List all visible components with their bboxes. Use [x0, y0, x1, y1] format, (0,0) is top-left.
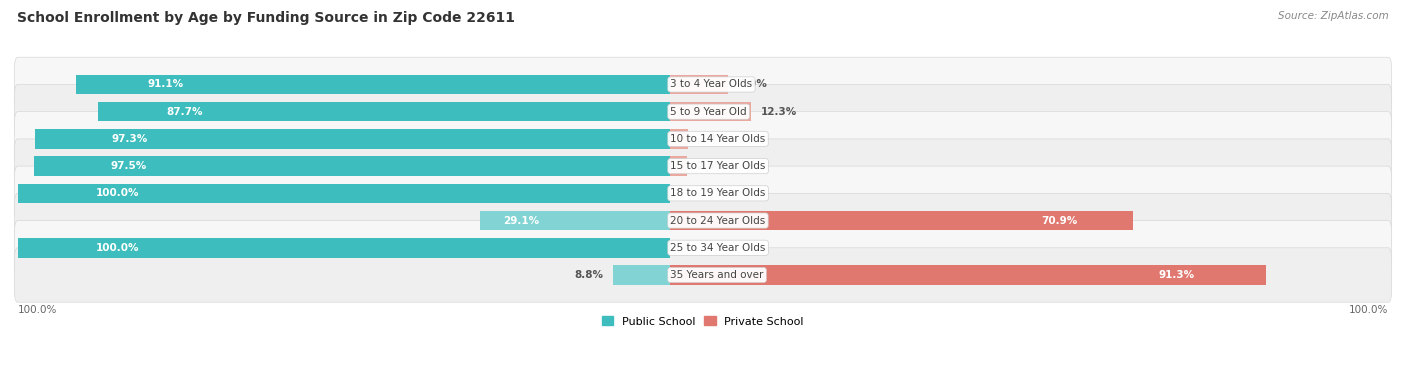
Bar [98, 102, 671, 121]
Text: 10 to 14 Year Olds: 10 to 14 Year Olds [671, 134, 766, 144]
FancyBboxPatch shape [14, 248, 1392, 302]
Text: 100.0%: 100.0% [18, 305, 58, 315]
Bar [671, 102, 751, 121]
Bar [671, 156, 686, 176]
Text: 8.9%: 8.9% [738, 80, 768, 89]
Bar [18, 184, 671, 203]
Text: 18 to 19 Year Olds: 18 to 19 Year Olds [671, 188, 766, 198]
Text: Source: ZipAtlas.com: Source: ZipAtlas.com [1278, 11, 1389, 21]
Text: 3 to 4 Year Olds: 3 to 4 Year Olds [671, 80, 752, 89]
Legend: Public School, Private School: Public School, Private School [598, 312, 808, 331]
Text: 100.0%: 100.0% [96, 243, 139, 253]
Text: 97.5%: 97.5% [110, 161, 146, 171]
Text: 29.1%: 29.1% [503, 216, 540, 225]
Text: 2.7%: 2.7% [697, 134, 727, 144]
Text: 100.0%: 100.0% [96, 188, 139, 198]
Text: 8.8%: 8.8% [574, 270, 603, 280]
Bar [671, 211, 1133, 230]
Bar [18, 238, 671, 257]
FancyBboxPatch shape [14, 139, 1392, 193]
Text: 100.0%: 100.0% [1348, 305, 1388, 315]
Bar [35, 129, 671, 149]
Text: 15 to 17 Year Olds: 15 to 17 Year Olds [671, 161, 766, 171]
FancyBboxPatch shape [14, 57, 1392, 112]
FancyBboxPatch shape [14, 166, 1392, 221]
Text: School Enrollment by Age by Funding Source in Zip Code 22611: School Enrollment by Age by Funding Sour… [17, 11, 515, 25]
Text: 87.7%: 87.7% [166, 107, 202, 116]
Text: 91.3%: 91.3% [1159, 270, 1195, 280]
Text: 25 to 34 Year Olds: 25 to 34 Year Olds [671, 243, 766, 253]
Text: 12.3%: 12.3% [761, 107, 797, 116]
Bar [671, 265, 1267, 285]
Text: 20 to 24 Year Olds: 20 to 24 Year Olds [671, 216, 766, 225]
Text: 2.5%: 2.5% [696, 161, 725, 171]
Text: 70.9%: 70.9% [1042, 216, 1077, 225]
Text: 5 to 9 Year Old: 5 to 9 Year Old [671, 107, 747, 116]
FancyBboxPatch shape [14, 221, 1392, 275]
Bar [34, 156, 671, 176]
Bar [613, 265, 671, 285]
Bar [76, 75, 671, 94]
Bar [481, 211, 671, 230]
FancyBboxPatch shape [14, 112, 1392, 166]
FancyBboxPatch shape [14, 193, 1392, 248]
Text: 35 Years and over: 35 Years and over [671, 270, 763, 280]
Bar [671, 75, 728, 94]
Bar [671, 129, 688, 149]
Text: 97.3%: 97.3% [111, 134, 148, 144]
Text: 91.1%: 91.1% [148, 80, 183, 89]
FancyBboxPatch shape [14, 84, 1392, 139]
